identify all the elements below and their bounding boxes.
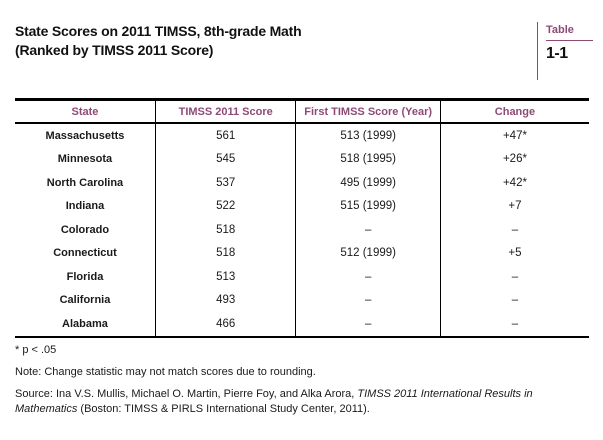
first-timss-score-cell: 515 (1999): [295, 194, 441, 218]
column-header-state: State: [15, 99, 156, 124]
table-row: Indiana 522 515 (1999) +7: [15, 194, 589, 218]
timss-2011-score-cell: 493: [154, 288, 296, 312]
timss-2011-score-cell: 518: [154, 241, 296, 265]
change-cell: +42*: [439, 171, 589, 195]
state-name-cell: Connecticut: [53, 247, 117, 260]
table-number-badge: Table 1-1: [537, 22, 593, 80]
rounding-note: Note: Change statistic may not match sco…: [15, 366, 316, 378]
change-cell: +5: [439, 241, 589, 265]
change-cell: –: [439, 288, 589, 312]
first-timss-score-cell: 513 (1999): [295, 123, 441, 148]
first-timss-score-cell: 512 (1999): [295, 241, 441, 265]
table-row: Minnesota 545 518 (1995) +26*: [15, 147, 589, 171]
state-name-cell: Massachusetts: [45, 129, 125, 142]
timss-2011-score-cell: 537: [154, 171, 296, 195]
source-title-italic: TIMSS 2011 International Results in Math…: [15, 388, 533, 415]
table-row: Connecticut 518 512 (1999) +5: [15, 241, 589, 265]
first-timss-score-cell: –: [295, 312, 441, 337]
first-timss-score-cell: –: [295, 288, 441, 312]
table-row: Massachusetts 561 513 (1999) +47*: [15, 123, 589, 148]
timss-2011-score-cell: 518: [154, 218, 296, 242]
column-header-first: First TIMSS Score (Year): [295, 99, 441, 124]
source-prefix: Source: Ina V.S. Mullis, Michael O. Mart…: [15, 388, 358, 400]
state-name-cell: California: [59, 294, 111, 307]
change-cell: –: [439, 265, 589, 289]
change-cell: +47*: [439, 123, 589, 148]
first-timss-score-cell: –: [295, 265, 441, 289]
source-note: Source: Ina V.S. Mullis, Michael O. Mart…: [15, 387, 580, 417]
table-row: Florida 513 – –: [15, 265, 589, 289]
change-cell: +26*: [439, 147, 589, 171]
state-name-cell: Minnesota: [57, 153, 113, 166]
table-title-line-2: (Ranked by TIMSS 2011 Score): [15, 42, 214, 58]
state-name-cell: Indiana: [65, 200, 105, 213]
table-body: Massachusetts 561 513 (1999) +47* Minnes…: [15, 123, 589, 337]
first-timss-score-cell: 518 (1995): [295, 147, 441, 171]
state-name-cell: Colorado: [60, 223, 110, 236]
state-name-cell: North Carolina: [46, 176, 124, 189]
state-name-cell: Florida: [66, 270, 104, 283]
change-cell: –: [439, 312, 589, 337]
footnotes: * p < .05 Note: Change statistic may not…: [15, 343, 580, 424]
table-row: North Carolina 537 495 (1999) +42*: [15, 171, 589, 195]
table-title: State Scores on 2011 TIMSS, 8th-grade Ma…: [15, 22, 515, 60]
timss-2011-score-cell: 513: [154, 265, 296, 289]
table-title-line-1: State Scores on 2011 TIMSS, 8th-grade Ma…: [15, 23, 302, 39]
timss-2011-score-cell: 466: [154, 312, 296, 337]
state-scores-table: State TIMSS 2011 Score First TIMSS Score…: [15, 98, 589, 338]
column-header-score: TIMSS 2011 Score: [154, 99, 296, 124]
timss-2011-score-cell: 522: [154, 194, 296, 218]
table-badge-number: 1-1: [546, 45, 568, 62]
timss-2011-score-cell: 545: [154, 147, 296, 171]
column-header-change: Change: [439, 99, 589, 124]
table-header-row: State TIMSS 2011 Score First TIMSS Score…: [15, 99, 589, 124]
first-timss-score-cell: –: [295, 218, 441, 242]
table-row: Colorado 518 – –: [15, 218, 589, 242]
table-row: Alabama 466 – –: [15, 312, 589, 337]
change-cell: +7: [439, 194, 589, 218]
significance-note: * p < .05: [15, 344, 57, 356]
source-suffix: (Boston: TIMSS & PIRLS International Stu…: [77, 403, 370, 415]
timss-2011-score-cell: 561: [154, 123, 296, 148]
table-row: California 493 – –: [15, 288, 589, 312]
first-timss-score-cell: 495 (1999): [295, 171, 441, 195]
state-name-cell: Alabama: [62, 317, 108, 330]
change-cell: –: [439, 218, 589, 242]
table-badge-label: Table: [546, 22, 593, 41]
